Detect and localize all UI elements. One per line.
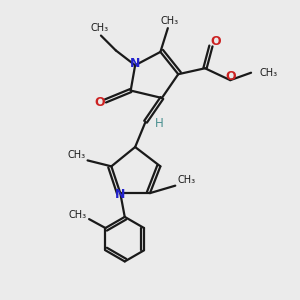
Text: CH₃: CH₃	[90, 23, 109, 33]
Text: CH₃: CH₃	[260, 68, 278, 78]
Text: O: O	[225, 70, 236, 83]
Text: CH₃: CH₃	[69, 210, 87, 220]
Text: N: N	[115, 188, 125, 201]
Text: CH₃: CH₃	[178, 175, 196, 185]
Text: O: O	[210, 35, 221, 48]
Text: CH₃: CH₃	[160, 16, 178, 26]
Text: CH₃: CH₃	[67, 150, 86, 160]
Text: O: O	[94, 96, 105, 109]
Text: H: H	[154, 117, 163, 130]
Text: N: N	[130, 57, 140, 70]
